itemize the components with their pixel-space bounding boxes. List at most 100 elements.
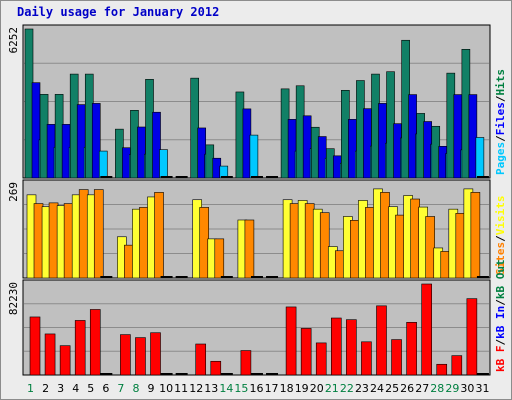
legend-part: kB In <box>494 306 507 339</box>
bar-pages-day-15 <box>249 134 259 179</box>
zero-bar-marker <box>266 276 279 278</box>
bar-sites-day-28 <box>440 251 451 279</box>
bar-kbf-day-22 <box>346 319 357 376</box>
bar-kbf-day-20 <box>315 342 327 376</box>
zero-bar-marker <box>160 373 173 375</box>
zero-bar-marker <box>100 176 113 178</box>
bar-sites-day-5 <box>93 189 104 279</box>
legend-part: Sites <box>494 242 507 275</box>
x-tick-label-day-19: 19 <box>295 382 309 395</box>
x-tick-label-day-31: 31 <box>475 382 489 395</box>
zero-bar-marker <box>476 276 489 278</box>
legend-part: / <box>494 95 507 102</box>
bar-kbf-day-7 <box>120 334 131 376</box>
legend-part: / <box>494 135 507 142</box>
zero-bar-marker <box>266 373 279 375</box>
bar-sites-day-9 <box>154 192 164 279</box>
zero-bar-marker <box>250 176 263 178</box>
bar-files-day-30 <box>468 94 478 179</box>
bar-sites-day-20 <box>319 212 330 279</box>
x-tick-label-day-26: 26 <box>400 382 414 395</box>
zero-bar-marker <box>175 373 188 375</box>
legend-part: / <box>494 235 507 242</box>
legend-part: / <box>494 299 507 306</box>
bar-sites-day-4 <box>78 189 89 279</box>
x-tick-label-day-4: 4 <box>72 382 79 395</box>
bar-kbf-day-30 <box>466 298 478 376</box>
zero-bar-marker <box>250 373 263 375</box>
legend-part: / <box>494 339 507 346</box>
x-tick-label-day-2: 2 <box>42 382 49 395</box>
x-tick-label-day-15: 15 <box>234 382 248 395</box>
zero-bar-marker <box>250 276 263 278</box>
legend-part: Visits <box>494 196 507 236</box>
x-tick-label-day-12: 12 <box>189 382 203 395</box>
zero-bar-marker <box>160 176 173 178</box>
zero-bar-marker <box>220 373 233 375</box>
bar-sites-day-21 <box>334 250 345 279</box>
bar-kbf-day-29 <box>451 355 463 376</box>
bar-kbf-day-4 <box>74 320 86 376</box>
x-tick-label-day-14: 14 <box>219 382 233 395</box>
bar-kbf-day-26 <box>406 322 417 376</box>
x-tick-label-day-24: 24 <box>370 382 384 395</box>
bar-sites-day-18 <box>289 203 300 279</box>
x-tick-label-day-10: 10 <box>159 382 173 395</box>
legend-label-panel-2: Sites/Visits <box>494 196 507 276</box>
legend-label-panel-3: kB F/kB In/kB Out <box>494 259 507 372</box>
y-axis-max-label-panel-2: 269 <box>7 182 20 202</box>
x-tick-label-day-18: 18 <box>280 382 294 395</box>
y-axis-max-label-panel-1: 6252 <box>7 27 20 54</box>
zero-bar-marker <box>476 373 489 375</box>
bar-files-day-9 <box>152 111 161 179</box>
x-tick-label-day-7: 7 <box>117 382 124 395</box>
x-tick-label-day-25: 25 <box>385 382 399 395</box>
x-tick-label-day-22: 22 <box>340 382 354 395</box>
bar-kbf-day-18 <box>285 306 297 376</box>
x-tick-label-day-27: 27 <box>415 382 429 395</box>
legend-part: Pages <box>494 142 507 175</box>
x-tick-label-day-23: 23 <box>355 382 369 395</box>
bar-pages-day-9 <box>159 149 168 179</box>
legend-part: Hits <box>494 69 507 96</box>
zero-bar-marker <box>175 176 188 178</box>
bar-kbf-day-19 <box>300 328 312 376</box>
bar-pages-day-5 <box>98 150 108 179</box>
zero-bar-marker <box>175 276 188 278</box>
bar-sites-day-13 <box>214 238 225 279</box>
zero-bar-marker <box>476 176 489 178</box>
bar-kbf-day-24 <box>376 305 387 376</box>
bar-kbf-day-1 <box>29 316 41 376</box>
chart-title: Daily usage for January 2012 <box>17 5 220 19</box>
bar-kbf-day-27 <box>421 283 432 376</box>
x-tick-label-day-11: 11 <box>174 382 188 395</box>
x-tick-label-day-29: 29 <box>445 382 459 395</box>
bar-kbf-day-28 <box>436 363 448 376</box>
bar-sites-day-30 <box>470 192 481 279</box>
bar-sites-day-19 <box>304 203 315 279</box>
x-tick-label-day-28: 28 <box>430 382 444 395</box>
zero-bar-marker <box>100 276 113 278</box>
zero-bar-marker <box>220 276 233 278</box>
bar-kbf-day-15 <box>240 350 252 376</box>
bar-kbf-day-23 <box>361 341 372 376</box>
bar-kbf-day-21 <box>330 317 342 376</box>
bar-sites-day-26 <box>410 198 420 279</box>
zero-bar-marker <box>160 276 173 278</box>
bar-sites-day-25 <box>395 214 405 279</box>
x-tick-label-day-17: 17 <box>265 382 279 395</box>
bar-sites-day-15 <box>244 219 255 279</box>
legend-label-panel-1: Pages/Files/Hits <box>494 69 507 175</box>
x-tick-label-day-13: 13 <box>204 382 218 395</box>
x-tick-label-day-30: 30 <box>460 382 474 395</box>
x-tick-label-day-5: 5 <box>87 382 94 395</box>
x-tick-label-day-16: 16 <box>250 382 264 395</box>
bar-files-day-5 <box>91 103 101 179</box>
bar-sites-day-1 <box>33 203 44 279</box>
bar-kbf-day-9 <box>150 332 161 376</box>
bar-pages-day-30 <box>475 137 485 179</box>
bar-sites-day-2 <box>48 202 59 279</box>
bar-sites-day-24 <box>380 192 390 279</box>
x-tick-label-day-6: 6 <box>102 382 109 395</box>
x-tick-label-day-1: 1 <box>27 382 34 395</box>
